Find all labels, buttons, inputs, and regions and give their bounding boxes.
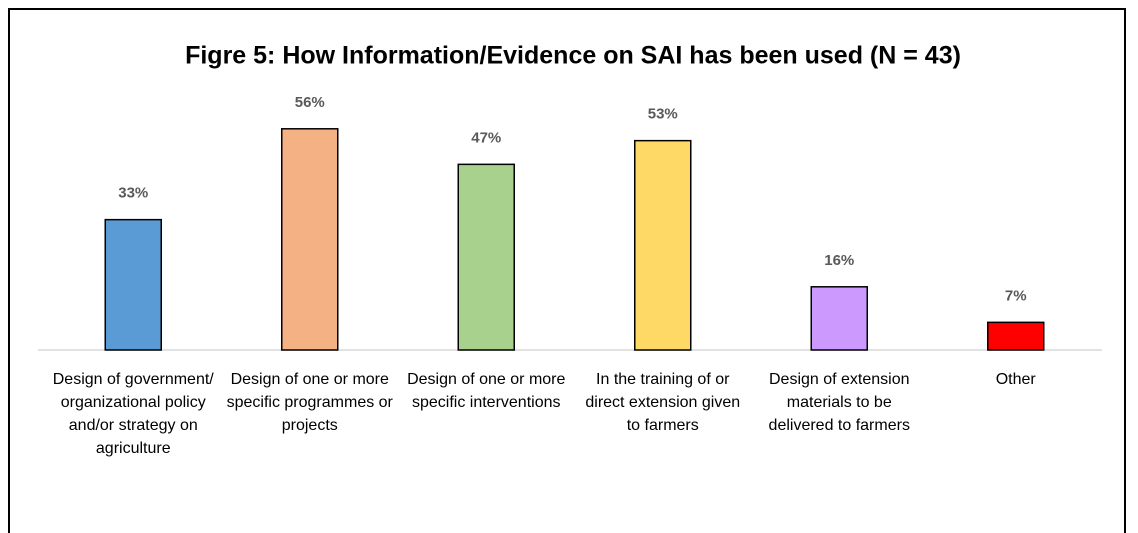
bar [810,286,868,351]
bar [987,321,1045,351]
value-label: 53% [648,106,678,123]
bar [104,218,162,351]
bar [457,163,515,351]
bar [634,139,692,351]
value-label: 7% [1005,287,1027,304]
value-label: 56% [295,94,325,111]
value-label: 33% [118,185,148,202]
value-label: 16% [824,252,854,269]
x-tick-label: Design of government/ organizational pol… [52,371,214,457]
x-tick-label: Design of extension materials to be deli… [768,371,910,434]
x-tick-label: Design of one or more specific programme… [226,371,393,434]
chart-frame [8,8,1126,533]
x-tick-label: In the training of or direct extension g… [585,371,741,434]
x-tick-label: Other [995,371,1036,388]
value-label: 47% [471,129,501,146]
bar [281,128,339,351]
chart-title: Figre 5: How Information/Evidence on SAI… [185,42,961,70]
x-tick-label: Design of one or more specific intervent… [407,371,566,411]
